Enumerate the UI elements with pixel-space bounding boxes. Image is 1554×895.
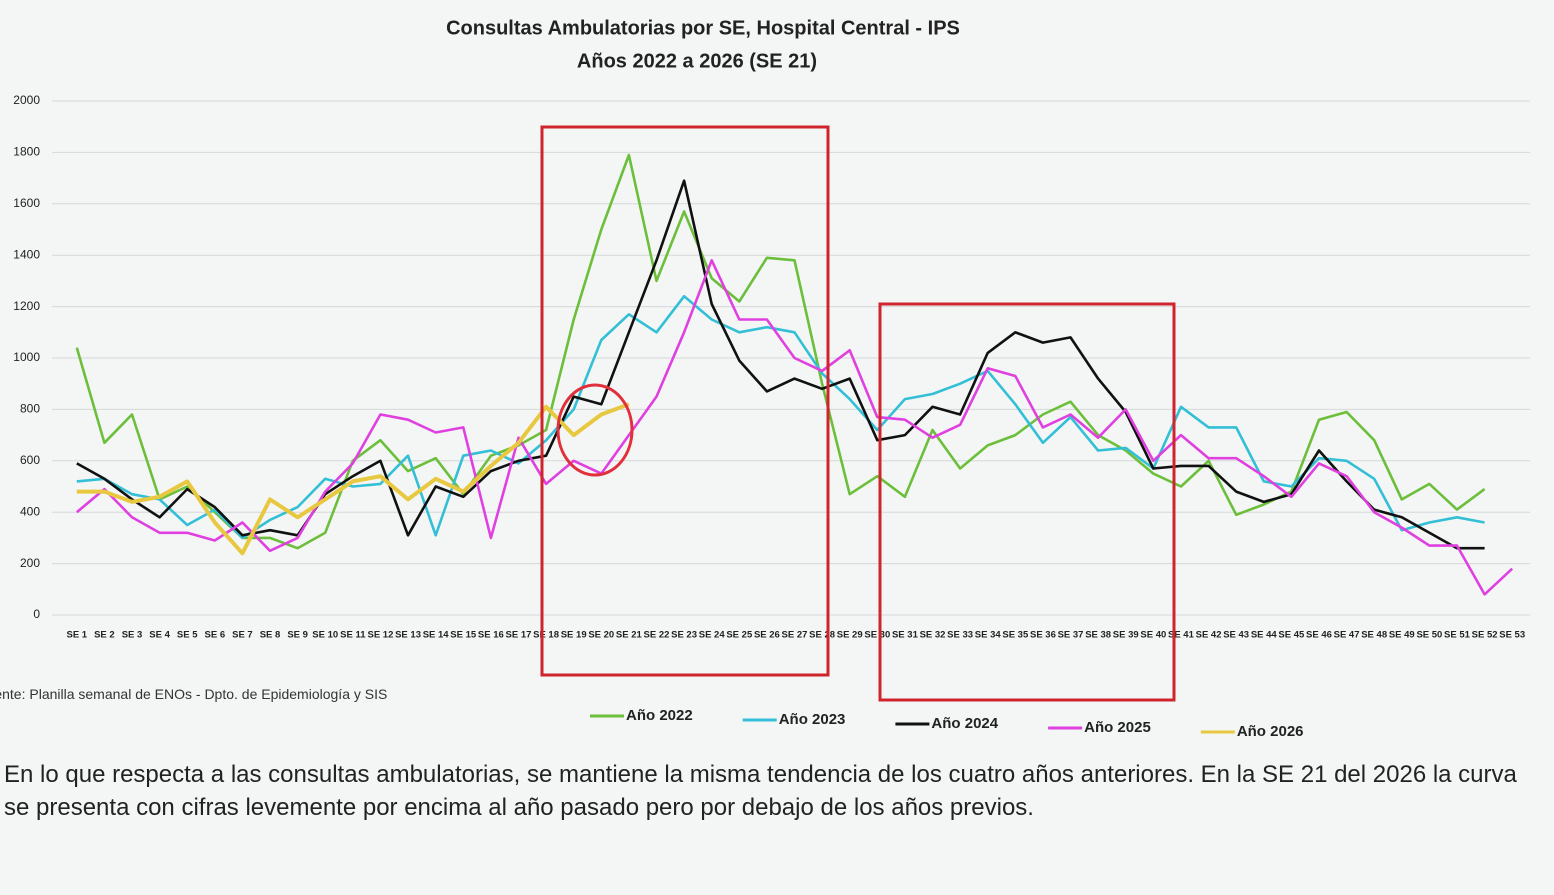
- x-tick-label: SE 2: [94, 630, 115, 641]
- y-tick-label: 1400: [13, 247, 40, 261]
- legend: Año 2022 Año 2023 Año 2024 Año 2025 Año 2026: [590, 707, 1304, 740]
- series-line: [75, 259, 1514, 596]
- source: Fuente: Planilla semanal de ENOs - Dpto.…: [0, 686, 388, 702]
- x-tick-label: SE 34: [975, 630, 1002, 641]
- y-tick-label: 200: [20, 556, 40, 570]
- legend-label: Año 2022: [626, 707, 693, 724]
- x-tick-label: SE 49: [1389, 630, 1415, 641]
- x-tick-label: SE 31: [892, 630, 919, 641]
- y-tick-label: 2000: [13, 93, 40, 107]
- x-tick-label: SE 29: [837, 630, 863, 641]
- x-tick-label: SE 47: [1334, 630, 1360, 641]
- x-tick-label: SE 8: [260, 630, 281, 641]
- legend-label: Año 2024: [931, 715, 998, 732]
- x-tick-label: SE 32: [920, 630, 946, 641]
- legend-label: Año 2025: [1084, 719, 1151, 736]
- x-tick-label: SE 14: [423, 630, 450, 641]
- x-tick-label: SE 13: [395, 630, 421, 641]
- x-tick-label: SE 36: [1030, 630, 1056, 641]
- highlight-box: [540, 125, 830, 677]
- x-tick-label: SE 24: [699, 630, 726, 641]
- x-tick-label: SE 15: [450, 630, 477, 641]
- y-tick-label: 0: [33, 607, 40, 621]
- x-tick-label: SE 39: [1113, 630, 1139, 641]
- x-tick-label: SE 41: [1168, 630, 1195, 641]
- x-tick-label: SE 16: [478, 630, 504, 641]
- highlight-circle: [556, 383, 634, 477]
- y-tick-label: 400: [20, 504, 40, 518]
- y-tick-label: 1800: [13, 145, 40, 159]
- x-tick-label: SE 33: [947, 630, 973, 641]
- x-tick-label: SE 12: [367, 630, 393, 641]
- legend-label: Año 2023: [779, 711, 846, 728]
- x-tick-label: SE 3: [122, 630, 143, 641]
- chart-title: Consultas Ambulatorias por SE, Hospital …: [446, 17, 960, 39]
- chart-subtitle: Años 2022 a 2026 (SE 21): [577, 50, 817, 72]
- x-tick-label: SE 22: [644, 630, 670, 641]
- x-tick-label: SE 45: [1278, 630, 1305, 641]
- grid: 0 200 400 600 800 1000 1200 1400 1600 1800 2000 SE …: [13, 93, 1530, 641]
- x-tick-label: SE 30: [864, 630, 890, 641]
- highlight-box: [878, 302, 1176, 702]
- x-tick-label: SE 21: [616, 630, 643, 641]
- x-tick-label: SE 4: [149, 630, 170, 641]
- series-line: [76, 295, 1485, 540]
- x-tick-label: SE 17: [506, 630, 532, 641]
- legend-label: Año 2026: [1237, 723, 1304, 740]
- x-tick-label: SE 51: [1444, 630, 1471, 641]
- x-tick-label: SE 38: [1085, 630, 1111, 641]
- x-tick-label: SE 6: [205, 630, 226, 641]
- y-tick-label: 1000: [13, 350, 40, 364]
- x-tick-label: SE 43: [1223, 630, 1249, 641]
- note: En lo que respecta a las consultas ambul…: [4, 761, 1517, 821]
- x-tick-label: SE 18: [533, 630, 559, 641]
- x-tick-label: SE 35: [1002, 630, 1029, 641]
- x-tick-label: SE 27: [782, 630, 808, 641]
- x-tick-label: SE 50: [1416, 630, 1442, 641]
- x-tick-label: SE 1: [66, 630, 87, 641]
- y-tick-label: 1600: [13, 196, 40, 210]
- x-tick-label: SE 7: [232, 630, 253, 641]
- x-tick-label: SE 20: [588, 630, 614, 641]
- x-tick-label: SE 10: [312, 630, 338, 641]
- x-tick-label: SE 28: [809, 630, 835, 641]
- x-tick-label: SE 52: [1472, 630, 1498, 641]
- y-tick-label: 600: [20, 453, 40, 467]
- x-tick-label: SE 19: [561, 630, 587, 641]
- x-tick-label: SE 9: [287, 630, 308, 641]
- x-tick-label: SE 26: [754, 630, 780, 641]
- x-tick-label: SE 42: [1196, 630, 1222, 641]
- lines: [75, 153, 1514, 596]
- x-tick-label: SE 25: [726, 630, 753, 641]
- x-tick-label: SE 40: [1140, 630, 1166, 641]
- x-tick-label: SE 46: [1306, 630, 1332, 641]
- x-tick-label: SE 5: [177, 630, 198, 641]
- x-tick-label: SE 37: [1058, 630, 1084, 641]
- x-tick-label: SE 44: [1251, 630, 1278, 641]
- x-tick-label: SE 53: [1499, 630, 1525, 641]
- y-tick-label: 1200: [13, 299, 40, 313]
- series-line: [75, 153, 1486, 550]
- series-line: [76, 179, 1485, 550]
- x-tick-label: SE 11: [340, 630, 366, 641]
- x-tick-label: SE 23: [671, 630, 697, 641]
- y-tick-label: 800: [20, 402, 40, 416]
- series-line: [76, 402, 630, 556]
- x-tick-label: SE 48: [1361, 630, 1387, 641]
